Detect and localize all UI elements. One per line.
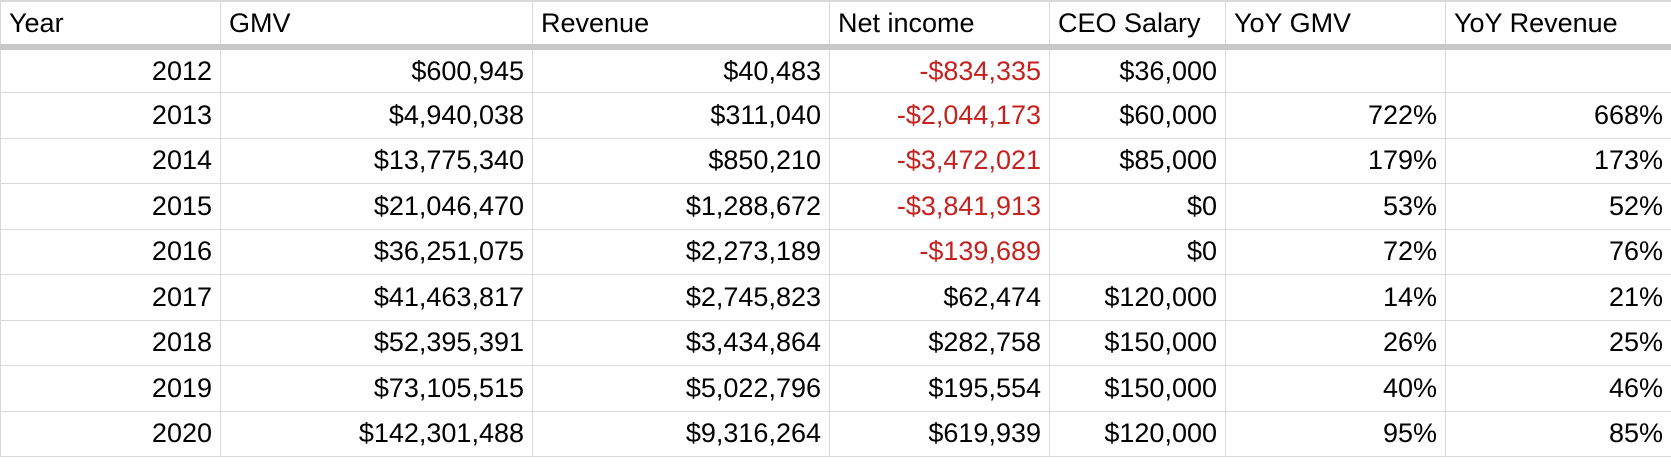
cell-revenue[interactable]: $40,483: [532, 46, 830, 93]
cell-yoy-revenue[interactable]: [1445, 46, 1671, 93]
header-year[interactable]: Year: [0, 0, 221, 50]
header-row: Year GMV Revenue Net income CEO Salary Y…: [0, 0, 1671, 50]
cell-ceo-salary[interactable]: $36,000: [1049, 46, 1226, 93]
financials-table: Year GMV Revenue Net income CEO Salary Y…: [0, 0, 1671, 457]
cell-net-income[interactable]: -$834,335: [829, 46, 1050, 93]
table-row: 2019 $73,105,515 $5,022,796 $195,554 $15…: [0, 365, 1671, 412]
cell-yoy-revenue[interactable]: 668%: [1445, 92, 1671, 139]
cell-ceo-salary[interactable]: $120,000: [1049, 274, 1226, 321]
cell-year[interactable]: 2016: [0, 228, 221, 275]
cell-net-income[interactable]: $619,939: [829, 410, 1050, 457]
cell-revenue[interactable]: $2,273,189: [532, 228, 830, 275]
table-row: 2018 $52,395,391 $3,434,864 $282,758 $15…: [0, 319, 1671, 366]
cell-ceo-salary[interactable]: $120,000: [1049, 410, 1226, 457]
cell-yoy-revenue[interactable]: 173%: [1445, 137, 1671, 184]
header-yoy-revenue[interactable]: YoY Revenue: [1445, 0, 1671, 50]
cell-gmv[interactable]: $142,301,488: [220, 410, 533, 457]
header-revenue[interactable]: Revenue: [532, 0, 830, 50]
cell-ceo-salary[interactable]: $0: [1049, 183, 1226, 230]
cell-year[interactable]: 2019: [0, 365, 221, 412]
cell-year[interactable]: 2015: [0, 183, 221, 230]
cell-yoy-revenue[interactable]: 76%: [1445, 228, 1671, 275]
table-row: 2017 $41,463,817 $2,745,823 $62,474 $120…: [0, 274, 1671, 321]
cell-net-income[interactable]: -$3,841,913: [829, 183, 1050, 230]
cell-yoy-gmv[interactable]: 53%: [1225, 183, 1446, 230]
cell-yoy-gmv[interactable]: [1225, 46, 1446, 93]
cell-revenue[interactable]: $850,210: [532, 137, 830, 184]
table-row: 2014 $13,775,340 $850,210 -$3,472,021 $8…: [0, 137, 1671, 184]
cell-gmv[interactable]: $41,463,817: [220, 274, 533, 321]
cell-yoy-revenue[interactable]: 21%: [1445, 274, 1671, 321]
cell-yoy-revenue[interactable]: 46%: [1445, 365, 1671, 412]
header-yoy-gmv[interactable]: YoY GMV: [1225, 0, 1446, 50]
table-row: 2016 $36,251,075 $2,273,189 -$139,689 $0…: [0, 228, 1671, 275]
cell-yoy-revenue[interactable]: 25%: [1445, 319, 1671, 366]
cell-yoy-gmv[interactable]: 14%: [1225, 274, 1446, 321]
table-row: 2013 $4,940,038 $311,040 -$2,044,173 $60…: [0, 92, 1671, 139]
cell-yoy-gmv[interactable]: 95%: [1225, 410, 1446, 457]
cell-gmv[interactable]: $52,395,391: [220, 319, 533, 366]
cell-revenue[interactable]: $311,040: [532, 92, 830, 139]
cell-ceo-salary[interactable]: $150,000: [1049, 319, 1226, 366]
cell-year[interactable]: 2018: [0, 319, 221, 366]
cell-year[interactable]: 2020: [0, 410, 221, 457]
cell-ceo-salary[interactable]: $60,000: [1049, 92, 1226, 139]
cell-net-income[interactable]: $62,474: [829, 274, 1050, 321]
cell-net-income[interactable]: $282,758: [829, 319, 1050, 366]
cell-net-income[interactable]: -$139,689: [829, 228, 1050, 275]
cell-revenue[interactable]: $5,022,796: [532, 365, 830, 412]
cell-revenue[interactable]: $9,316,264: [532, 410, 830, 457]
cell-net-income[interactable]: -$3,472,021: [829, 137, 1050, 184]
cell-yoy-gmv[interactable]: 26%: [1225, 319, 1446, 366]
cell-ceo-salary[interactable]: $150,000: [1049, 365, 1226, 412]
cell-gmv[interactable]: $36,251,075: [220, 228, 533, 275]
cell-yoy-gmv[interactable]: 722%: [1225, 92, 1446, 139]
cell-gmv[interactable]: $21,046,470: [220, 183, 533, 230]
cell-year[interactable]: 2017: [0, 274, 221, 321]
cell-yoy-gmv[interactable]: 179%: [1225, 137, 1446, 184]
cell-revenue[interactable]: $1,288,672: [532, 183, 830, 230]
cell-year[interactable]: 2012: [0, 46, 221, 93]
header-net-income[interactable]: Net income: [829, 0, 1050, 50]
table-row: 2012 $600,945 $40,483 -$834,335 $36,000: [0, 46, 1671, 93]
cell-net-income[interactable]: -$2,044,173: [829, 92, 1050, 139]
header-ceo-salary[interactable]: CEO Salary: [1049, 0, 1226, 50]
table-row: 2015 $21,046,470 $1,288,672 -$3,841,913 …: [0, 183, 1671, 230]
cell-yoy-gmv[interactable]: 72%: [1225, 228, 1446, 275]
cell-revenue[interactable]: $3,434,864: [532, 319, 830, 366]
cell-yoy-gmv[interactable]: 40%: [1225, 365, 1446, 412]
cell-gmv[interactable]: $73,105,515: [220, 365, 533, 412]
cell-yoy-revenue[interactable]: 85%: [1445, 410, 1671, 457]
cell-year[interactable]: 2014: [0, 137, 221, 184]
table-row: 2020 $142,301,488 $9,316,264 $619,939 $1…: [0, 410, 1671, 457]
cell-net-income[interactable]: $195,554: [829, 365, 1050, 412]
cell-ceo-salary[interactable]: $85,000: [1049, 137, 1226, 184]
cell-year[interactable]: 2013: [0, 92, 221, 139]
cell-ceo-salary[interactable]: $0: [1049, 228, 1226, 275]
cell-gmv[interactable]: $13,775,340: [220, 137, 533, 184]
header-gmv[interactable]: GMV: [220, 0, 533, 50]
cell-gmv[interactable]: $4,940,038: [220, 92, 533, 139]
cell-gmv[interactable]: $600,945: [220, 46, 533, 93]
cell-revenue[interactable]: $2,745,823: [532, 274, 830, 321]
cell-yoy-revenue[interactable]: 52%: [1445, 183, 1671, 230]
